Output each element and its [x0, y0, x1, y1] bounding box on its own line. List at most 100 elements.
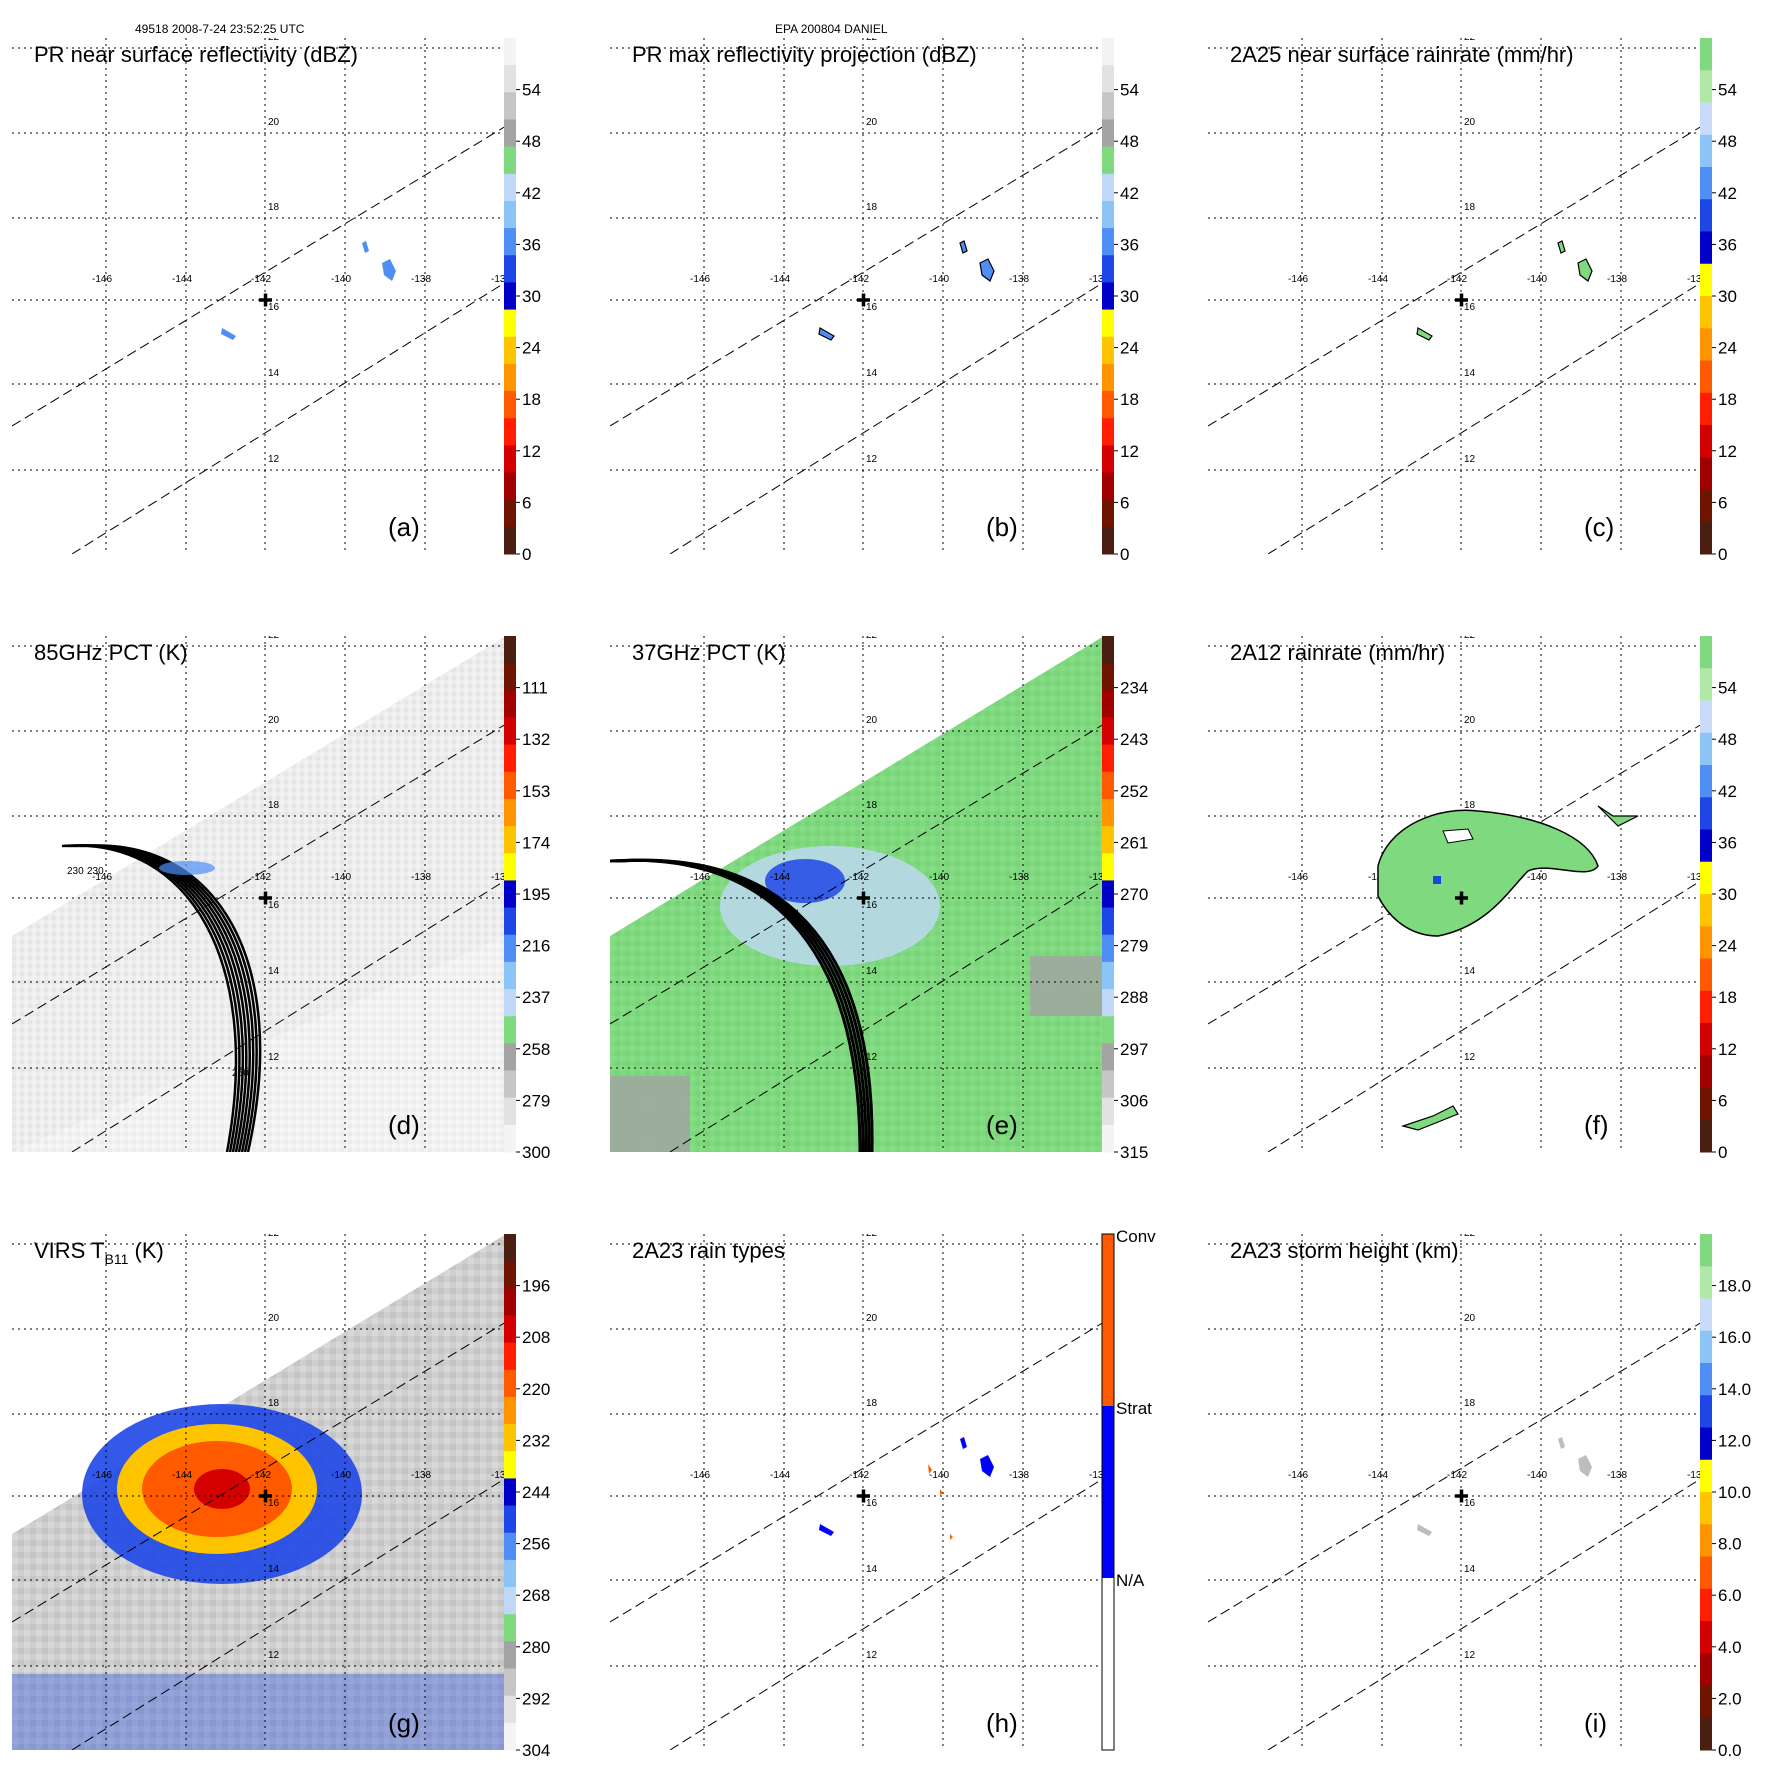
colorbar-label: 24: [1718, 339, 1737, 358]
title-suffix: (K): [128, 1238, 163, 1263]
lon-label: -142: [251, 274, 271, 285]
swath-edge: [1267, 281, 1702, 554]
colorbar-segment: [1102, 391, 1114, 419]
colorbar-label: Conv: [1116, 1227, 1156, 1246]
colorbar-segment: [1102, 418, 1114, 446]
colorbar-segment: [1700, 392, 1712, 426]
lon-label: -138: [1607, 1470, 1627, 1481]
colorbar-segment: [1102, 309, 1114, 338]
colorbar-segment: [504, 961, 516, 990]
lat-label: 20: [268, 1313, 280, 1324]
lat-label: 16: [268, 1498, 280, 1509]
colorbar-segment: [1700, 1395, 1712, 1428]
colorbar-label: Strat: [1116, 1399, 1152, 1418]
colorbar-segment: [1102, 119, 1114, 148]
colorbar-label: 8.0: [1718, 1535, 1742, 1554]
lon-label: -144: [1368, 1470, 1388, 1481]
colorbar-segment: [504, 255, 516, 283]
swath-edge: [71, 1477, 506, 1750]
colorbar-segment: [504, 1451, 516, 1479]
colorbar-label: 54: [1718, 679, 1737, 698]
colorbar-segment: [504, 1614, 516, 1642]
warm-region: [610, 1076, 690, 1152]
colorbar-label: 30: [1120, 287, 1139, 306]
lat-label: 12: [1464, 1650, 1476, 1661]
colorbar: 18.0 16.0 14.0 12.0 10.0 8.0 6.0 4.0 2.0 0.0: [1700, 1234, 1751, 1760]
colorbar-segment: [1700, 457, 1712, 490]
lon-label: -138: [1009, 274, 1029, 285]
swath-edge: [12, 723, 506, 1025]
colorbar-label: 6: [1718, 493, 1727, 512]
panel-letter: (e): [986, 1110, 1018, 1140]
colorbar-label: 42: [522, 184, 541, 203]
colorbar-segment: [1700, 425, 1712, 458]
colorbar-segment: [504, 989, 516, 1017]
colorbar-label: 208: [522, 1328, 550, 1347]
colorbar-label: 195: [522, 885, 550, 904]
colorbar-label: 237: [522, 988, 550, 1007]
colorbar-segment: [1102, 65, 1114, 93]
colorbar-segment: [504, 363, 516, 392]
colorbar-label: 6.0: [1718, 1586, 1742, 1605]
swath-edge: [610, 125, 1104, 427]
panel-e: -146 -144 -142 -140 -138 -136 22 20 18 16 14 12 37GH…: [610, 636, 1148, 1162]
lat-label: 20: [1464, 715, 1476, 726]
lon-label: -136: [1687, 274, 1707, 285]
colorbar-label: 12: [1120, 442, 1139, 461]
colorbar-segment: [1700, 1266, 1712, 1299]
colorbar-label: 256: [522, 1535, 550, 1554]
lon-label: -144: [770, 1470, 790, 1481]
colorbar-segment: [504, 663, 516, 691]
colorbar-label: 153: [522, 782, 550, 801]
colorbar-segment: [1700, 1087, 1712, 1121]
colorbar-segment: [504, 826, 516, 854]
colorbar-segment: [1700, 668, 1712, 701]
lat-label: 14: [1464, 1564, 1476, 1575]
colorbar-segment: [1700, 829, 1712, 863]
colorbar-segment: [504, 1587, 516, 1615]
panel-title: PR max reflectivity projection (dBZ): [632, 42, 977, 67]
lat-label: 18: [866, 1398, 878, 1409]
lat-label: 14: [1464, 966, 1476, 977]
panel-f: -146-144-142-140-138-1362220181614122A12…: [1208, 636, 1737, 1162]
colorbar-label: 279: [1120, 937, 1148, 956]
colorbar-segment: [504, 1641, 516, 1670]
lat-label: 22: [268, 1228, 280, 1239]
swath-edge: [71, 281, 506, 554]
colorbar-segment: [1700, 489, 1712, 523]
lon-label: -142: [251, 1470, 271, 1481]
colorbar-segment: [504, 1124, 516, 1153]
colorbar-segment: [1102, 526, 1114, 555]
swath-edge: [610, 1321, 1104, 1623]
colorbar-segment: [1102, 798, 1114, 827]
lat-label: 14: [268, 966, 280, 977]
storm-center-icon: [259, 293, 272, 307]
colorbar-segment: [504, 853, 516, 881]
colorbar: 54 48 42 36 30 24 18 12 6 0: [1700, 636, 1737, 1162]
panel-a: -146 -144 -142 -140 -138 -136 22 20 18 16 14 12 PR n…: [12, 38, 541, 564]
lon-label: -140: [331, 872, 351, 883]
colorbar-segment: [504, 1315, 516, 1344]
colorbar-segment: [1102, 255, 1114, 283]
colorbar-segment: [1700, 38, 1712, 71]
lon-label: -146: [690, 1470, 710, 1481]
colorbar-segment: [504, 771, 516, 800]
colorbar-label: 279: [522, 1091, 550, 1110]
colorbar-segment: [504, 391, 516, 419]
colorbar-segment: [1102, 880, 1114, 909]
lat-label: 22: [866, 32, 878, 43]
colorbar-segment: [504, 1043, 516, 1072]
lon-label: -146: [1288, 274, 1308, 285]
colorbar-label: 18: [1120, 390, 1139, 409]
colorbar-segment: [1700, 926, 1712, 959]
contour-label: 250: [232, 1068, 249, 1079]
colorbar-segment: [1102, 961, 1114, 990]
colorbar-segment: [1102, 1406, 1114, 1578]
swath-edge: [1267, 1477, 1702, 1750]
lon-label: -136: [1089, 872, 1109, 883]
